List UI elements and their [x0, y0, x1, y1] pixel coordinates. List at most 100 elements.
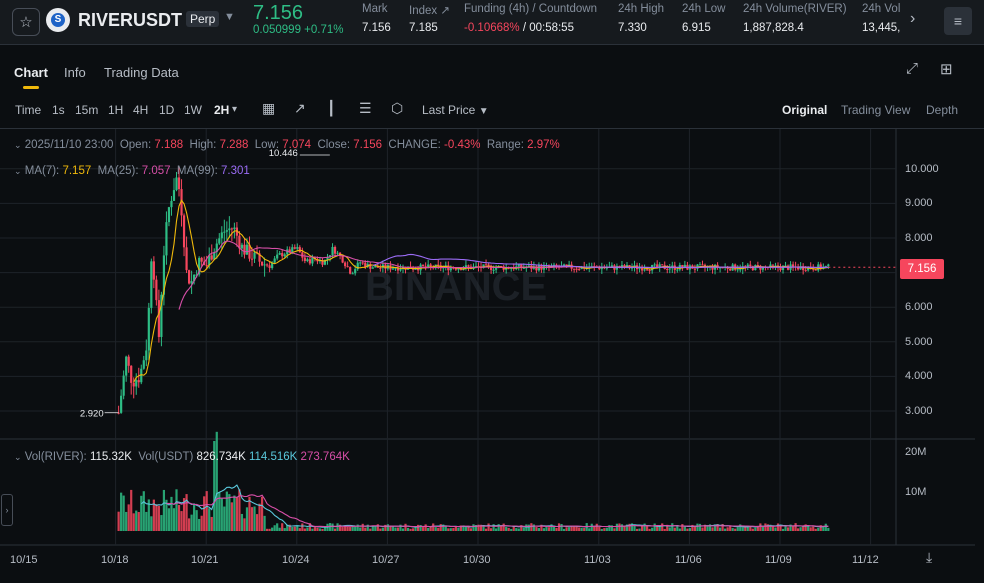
volume-bar [432, 523, 435, 531]
scroll-right-chevron-icon[interactable]: › [910, 10, 916, 27]
volume-bar [369, 528, 372, 531]
volume-bar [230, 502, 233, 531]
volume-bar [638, 528, 641, 531]
tab-trading-data[interactable]: Trading Data [104, 65, 179, 80]
candle-body [288, 249, 291, 253]
candle-body [187, 270, 191, 284]
volume-bar [595, 523, 598, 531]
calendar-icon[interactable]: ▦ [262, 100, 276, 116]
candle-body [779, 267, 782, 271]
menu-icon[interactable]: ≡ [944, 7, 972, 35]
stat-label-24h-high: 24h High [618, 3, 665, 15]
price-type-select[interactable]: Last Price ▼ [422, 103, 489, 117]
candle-body [522, 267, 525, 269]
volume-bar [162, 489, 166, 531]
volume-bar [250, 507, 254, 531]
volume-bar [203, 496, 206, 531]
candle-body [306, 259, 309, 261]
volume-bar [452, 528, 455, 531]
volume-bar [411, 528, 415, 531]
volume-bar [147, 499, 150, 531]
settings-hexagon-icon[interactable]: ⬡ [391, 100, 404, 116]
candle-body [185, 247, 188, 271]
ohlc-low-label: Low: [254, 139, 280, 151]
stat-value-24h-high: 7.330 [618, 22, 647, 34]
candle-body [323, 259, 327, 265]
candle-body [152, 261, 155, 280]
volume-bar [444, 525, 447, 531]
candle-body [484, 264, 488, 266]
volume-legend: ⌄ Vol(RIVER): 115.32K Vol(USDT) 826.734K… [14, 451, 350, 463]
volume-bar [605, 527, 608, 531]
stat-label-index[interactable]: Index ↗ [409, 5, 450, 17]
candle-body [172, 190, 176, 201]
candle-body [245, 244, 249, 255]
candle-body [165, 222, 168, 256]
volume-bar [437, 527, 440, 531]
favorite-star-icon[interactable]: ☆ [12, 8, 40, 36]
volume-bar [791, 525, 795, 531]
candle-body [799, 266, 802, 270]
volume-bar [341, 527, 344, 531]
collapse-chevron-icon[interactable]: ⌄ [14, 452, 22, 462]
collapse-chevron-icon[interactable]: ⌄ [14, 166, 22, 176]
volume-bar [384, 524, 387, 531]
candle-body [781, 265, 785, 271]
candle-body [510, 268, 513, 270]
volume-bar [447, 528, 450, 531]
volume-bar [746, 525, 749, 531]
volume-bar [137, 512, 140, 531]
interval-2h[interactable]: 2H [214, 103, 230, 117]
volume-bar [766, 524, 770, 531]
toolbar-divider [0, 128, 984, 129]
candle-body [260, 261, 264, 266]
y-tick: 9.000 [905, 197, 933, 209]
volume-bar [560, 524, 563, 531]
interval-1d[interactable]: 1D [159, 103, 175, 117]
volume-bar [243, 518, 246, 531]
candle-body [610, 265, 613, 267]
collapse-chevron-icon[interactable]: ⌄ [14, 140, 22, 150]
volume-bar [590, 523, 593, 531]
candlestick-icon[interactable]: ┃ [327, 100, 336, 116]
interval-15m[interactable]: 15m [75, 103, 99, 117]
fit-to-screen-icon[interactable]: ⤓ [926, 549, 933, 565]
volume-bar [266, 528, 269, 531]
interval-1s[interactable]: 1s [52, 103, 65, 117]
ohlc-high: 7.288 [219, 139, 249, 151]
volume-bar [258, 503, 261, 531]
candle-body [746, 264, 749, 267]
side-panel-toggle-chevron-icon[interactable]: › [1, 494, 13, 526]
view-depth[interactable]: Depth [926, 103, 959, 117]
volume-bar [220, 498, 223, 531]
indicators-icon[interactable]: ☰ [359, 100, 372, 116]
interval-1h[interactable]: 1H [108, 103, 124, 117]
interval-1w[interactable]: 1W [184, 103, 202, 117]
layout-grid-icon[interactable]: ⊞ [940, 61, 953, 78]
volume-bar [359, 527, 362, 531]
volume-bar [120, 492, 123, 531]
candle-body [361, 262, 364, 264]
expand-icon[interactable]: ⤢ [906, 60, 919, 77]
candle-body [326, 257, 329, 260]
volume-bar [127, 504, 130, 531]
volume-bar [779, 525, 782, 531]
vol-river-label: Vol(RIVER): [24, 451, 87, 463]
interval-dropdown-chevron-icon[interactable]: ▾ [232, 104, 238, 115]
volume-bar [573, 526, 576, 531]
view-original[interactable]: Original [782, 103, 828, 117]
tab-chart[interactable]: Chart [14, 65, 48, 80]
interval-time[interactable]: Time [15, 103, 42, 117]
view-trading-view[interactable]: Trading View [841, 103, 911, 117]
volume-bar [260, 496, 264, 531]
tab-info[interactable]: Info [64, 65, 86, 80]
ohlc-change: -0.43% [444, 139, 481, 151]
candle-body [459, 268, 462, 271]
stat-value-24h-vol-usdt: 13,445, [862, 22, 901, 34]
candle-body [492, 269, 495, 271]
interval-4h[interactable]: 4H [133, 103, 149, 117]
symbol-dropdown-chevron-icon[interactable]: ▼ [224, 11, 235, 23]
symbol-name[interactable]: RIVERUSDT [78, 10, 183, 30]
line-chart-icon[interactable]: ↗ [294, 100, 306, 116]
